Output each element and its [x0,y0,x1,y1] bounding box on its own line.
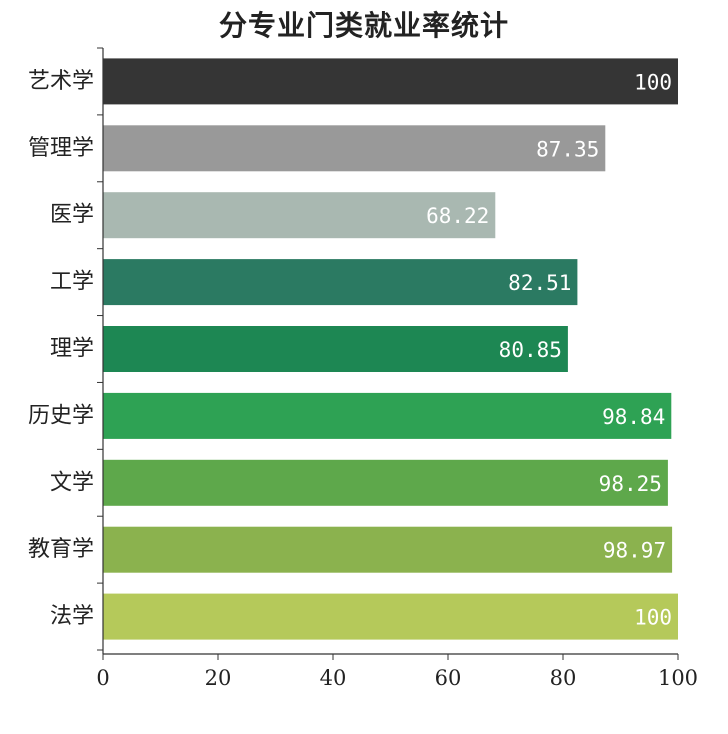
category-label: 法学 [50,604,94,629]
data-label: 80.85 [499,338,562,362]
category-label: 医学 [50,203,94,228]
data-label: 98.97 [603,539,666,563]
x-tick-label: 60 [435,666,462,690]
data-label: 100 [634,606,672,630]
bar-8 [103,526,673,573]
x-tick-label: 0 [96,666,109,690]
bar-9 [103,593,678,640]
x-tick-label: 100 [658,666,698,690]
x-tick-label: 40 [320,666,347,690]
category-label: 文学 [50,470,94,495]
bar-6 [103,392,672,439]
category-label: 理学 [50,337,94,362]
x-tick-label: 20 [205,666,232,690]
category-label: 历史学 [28,403,94,428]
data-label: 87.35 [536,137,599,161]
bar-3 [103,192,496,239]
bar-4 [103,259,578,306]
category-label: 管理学 [28,136,94,161]
chart-title: 分专业门类就业率统计 [218,9,509,42]
data-label: 98.84 [602,405,665,429]
data-label: 82.51 [508,271,571,295]
data-label: 100 [634,70,672,94]
data-label: 68.22 [426,204,489,228]
bar-2 [103,125,606,172]
data-label: 98.25 [599,472,662,496]
category-label: 教育学 [28,537,94,562]
category-label: 工学 [50,270,94,295]
bar-7 [103,459,668,506]
bar-5 [103,326,568,372]
bar-1 [103,58,678,105]
category-label: 艺术学 [28,69,94,94]
x-tick-label: 80 [550,666,577,690]
